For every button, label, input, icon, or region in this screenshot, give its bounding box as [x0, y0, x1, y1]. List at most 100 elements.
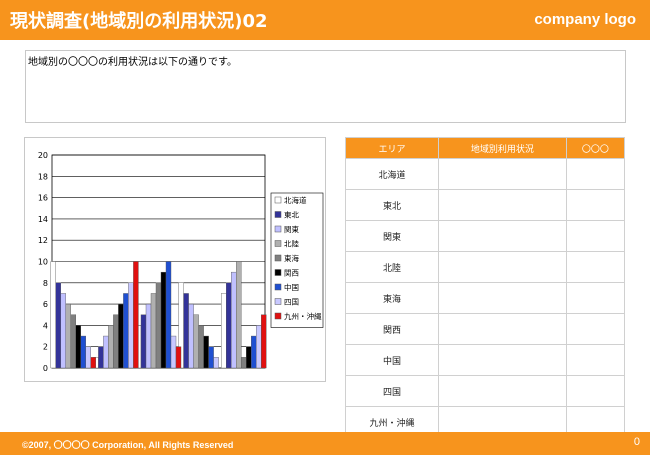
- bar: [235, 261, 242, 369]
- area-cell: 東北: [345, 189, 439, 221]
- y-tick-label: 0: [43, 364, 48, 373]
- y-tick-label: 10: [38, 258, 48, 267]
- bar: [165, 261, 172, 369]
- bar: [245, 346, 252, 369]
- usage-cell: [438, 344, 567, 376]
- legend-label: 東海: [284, 253, 299, 263]
- footer-bar: ©2007, 〇〇〇〇 Corporation, All Rights Rese…: [0, 432, 650, 455]
- usage-cell: [438, 251, 567, 283]
- area-usage-table: エリア 地域別利用状況 〇〇〇 北海道 東北 関東 北陸 東海 関西 中国 四国…: [345, 137, 626, 438]
- legend-swatch: [274, 312, 282, 320]
- legend-swatch: [274, 240, 282, 247]
- ooo-cell: [565, 344, 626, 376]
- area-cell: 北陸: [345, 251, 439, 283]
- bar: [175, 346, 182, 369]
- bar: [113, 314, 119, 369]
- bar: [208, 346, 214, 369]
- bar: [98, 346, 104, 369]
- area-cell: 関東: [345, 220, 439, 252]
- bar: [128, 282, 134, 369]
- y-tick-label: 18: [38, 172, 48, 181]
- intro-text: 地域別の〇〇〇の利用状況は以下の通りです。: [28, 57, 237, 68]
- area-cell: 東海: [345, 282, 439, 314]
- bar: [155, 282, 162, 369]
- bar: [140, 314, 147, 369]
- col-header-ooo: 〇〇〇: [565, 137, 626, 159]
- bar: [90, 357, 97, 369]
- ooo-cell: [565, 375, 626, 407]
- copyright-text: ©2007, 〇〇〇〇 Corporation, All Rights Rese…: [22, 440, 234, 450]
- legend-label: 中国: [284, 282, 299, 292]
- legend-swatch: [274, 211, 282, 218]
- table-row: 東海: [345, 282, 626, 314]
- bar: [250, 335, 257, 369]
- usage-cell: [438, 282, 567, 314]
- table-row: 四国: [345, 375, 626, 407]
- bar: [183, 293, 189, 369]
- usage-cell: [438, 220, 567, 252]
- legend-label: 関西: [284, 269, 299, 278]
- bar: [170, 335, 177, 369]
- bar: [65, 303, 71, 369]
- ooo-cell: [565, 189, 626, 221]
- legend-label: 北陸: [284, 239, 299, 249]
- bar: [203, 335, 209, 369]
- legend-label: 東北: [284, 210, 299, 220]
- bar: [193, 314, 199, 369]
- y-tick-label: 2: [43, 343, 48, 352]
- bar: [188, 303, 194, 369]
- bar: [198, 325, 204, 369]
- table-row: 北陸: [345, 251, 626, 283]
- ooo-cell: [565, 282, 626, 314]
- legend-swatch: [274, 269, 282, 276]
- bar: [160, 271, 167, 369]
- ooo-cell: [565, 251, 626, 283]
- legend-swatch: [274, 196, 282, 204]
- col-header-usage: 地域別利用状況: [438, 137, 567, 159]
- legend-swatch: [274, 225, 282, 233]
- bar: [60, 293, 66, 369]
- intro-textbox: 地域別の〇〇〇の利用状況は以下の通りです。: [25, 50, 626, 123]
- bar: [80, 335, 86, 369]
- bar-chart: 0 2 4 6 8 10 12 14 16 18 20 北海道 東北 関東 北陸 東海 関西 中国 四国 九州・沖縄: [24, 137, 326, 382]
- bar: [240, 357, 247, 369]
- legend-swatch: [274, 298, 282, 305]
- bar: [55, 282, 61, 369]
- table-row: 関西: [345, 313, 626, 345]
- bar: [118, 303, 124, 369]
- legend-label: 北海道: [284, 195, 307, 205]
- area-cell: 四国: [345, 375, 439, 407]
- bar: [123, 293, 129, 369]
- area-cell: 北海道: [345, 158, 439, 190]
- table-row: 東北: [345, 189, 626, 221]
- y-tick-label: 6: [43, 300, 48, 309]
- ooo-cell: [565, 220, 626, 252]
- y-tick-label: 14: [38, 215, 48, 224]
- usage-cell: [438, 313, 567, 345]
- company-logo: company logo: [534, 11, 636, 28]
- area-cell: 中国: [345, 344, 439, 376]
- bar: [85, 346, 91, 369]
- bar: [150, 293, 157, 369]
- bar: [255, 325, 262, 369]
- page-title: 現状調査(地域別の利用状況)02: [10, 11, 268, 32]
- bar: [145, 303, 152, 369]
- legend-label: 関東: [284, 224, 299, 234]
- table-row: 中国: [345, 344, 626, 376]
- bar: [230, 271, 237, 369]
- col-header-area: エリア: [345, 137, 439, 159]
- y-tick-label: 4: [43, 321, 48, 330]
- bar: [260, 314, 267, 369]
- bar: [70, 314, 76, 369]
- usage-cell: [438, 158, 567, 190]
- page-number: 0: [633, 436, 640, 448]
- bar: [103, 335, 109, 369]
- y-tick-label: 16: [38, 194, 48, 203]
- y-tick-label: 20: [38, 151, 48, 160]
- area-cell: 関西: [345, 313, 439, 345]
- bar: [225, 282, 232, 369]
- usage-cell: [438, 189, 567, 221]
- ooo-cell: [565, 158, 626, 190]
- bar: [220, 293, 227, 369]
- usage-cell: [438, 375, 567, 407]
